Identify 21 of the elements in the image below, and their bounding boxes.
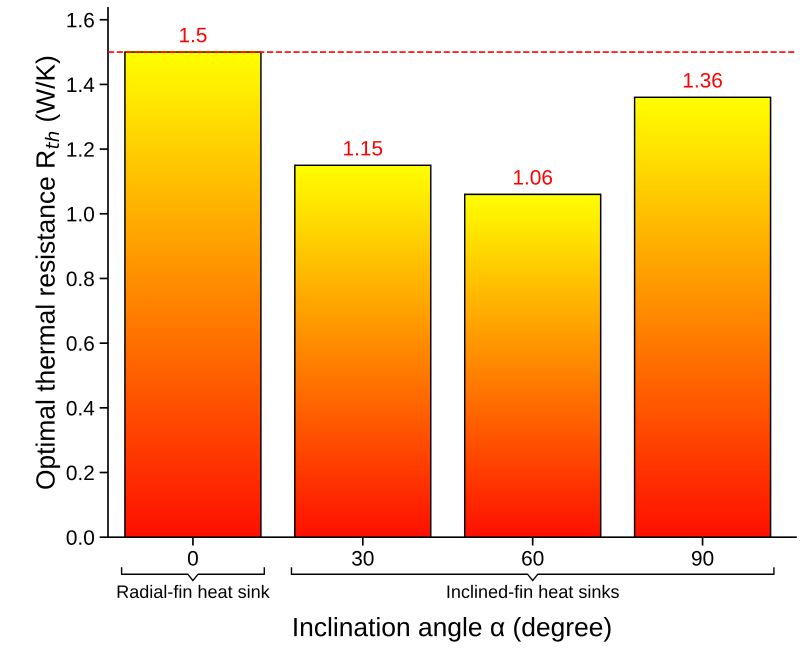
y-tick-label: 1.0 [67, 206, 94, 222]
y-tick-label: 1.4 [67, 78, 94, 92]
y-tick-label: 0.8 [66, 271, 94, 286]
y-tick-label: 0.0 [66, 530, 94, 545]
text: Inclined-fin heat sinks [448, 584, 619, 598]
data-label: 1.36 [684, 72, 722, 88]
x-axis-title: Inclination angle α (degree) [294, 617, 611, 642]
x-tick-label: 90 [692, 550, 714, 566]
y-axis-title: Optimal thermal resistance R$_{th}$ (W/K) [35, 56, 60, 489]
x-tick-label: 30 [352, 550, 374, 566]
data-label: 1.5 [180, 28, 207, 42]
data-label: 1.06 [514, 170, 552, 185]
y-tick-label: 0.6 [66, 336, 94, 351]
y-tick-label: 1.6 [67, 12, 94, 28]
data-label: 1.15 [344, 141, 382, 156]
y-tick-label: 1.2 [67, 142, 94, 157]
y-tick-label: 0.2 [66, 466, 94, 480]
text: Radial-fin heat sink [118, 584, 270, 598]
x-tick-label: 60 [522, 550, 544, 566]
x-tick-label: 0 [188, 550, 198, 566]
y-tick-label: 0.4 [66, 400, 94, 416]
